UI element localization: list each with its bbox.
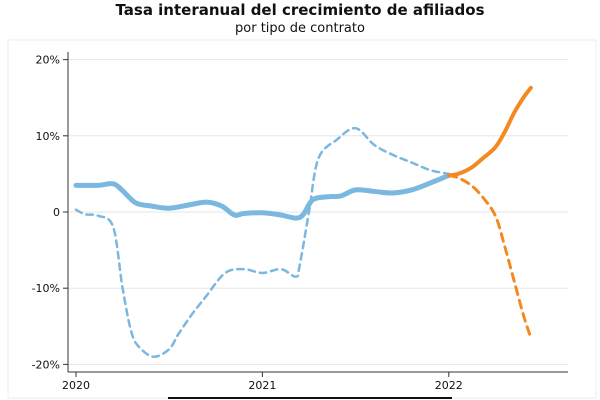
series-group bbox=[73, 85, 533, 359]
y-tick-label: 20% bbox=[36, 54, 60, 67]
x-tick-label: 2021 bbox=[248, 379, 276, 392]
grid bbox=[68, 59, 568, 365]
tick-labels: 20% 10% 0 -10% -20%2020 2021 2022 bbox=[32, 54, 463, 392]
axes bbox=[63, 52, 568, 377]
y-tick-label: -10% bbox=[32, 282, 60, 295]
x-tick-label: 2020 bbox=[62, 379, 90, 392]
series-line-4 bbox=[447, 173, 533, 340]
series-line-1 bbox=[73, 172, 452, 221]
chart-subtitle: por tipo de contrato bbox=[235, 21, 365, 36]
series-line-3 bbox=[446, 85, 533, 178]
y-tick-label: -20% bbox=[32, 358, 60, 371]
y-tick-label: 0 bbox=[53, 206, 60, 219]
series-line-2 bbox=[74, 126, 451, 359]
x-tick-label: 2022 bbox=[435, 379, 463, 392]
chart-title: Tasa interanual del crecimiento de afili… bbox=[115, 1, 485, 19]
plot-frame bbox=[7, 39, 597, 399]
y-tick-label: 10% bbox=[36, 130, 60, 143]
